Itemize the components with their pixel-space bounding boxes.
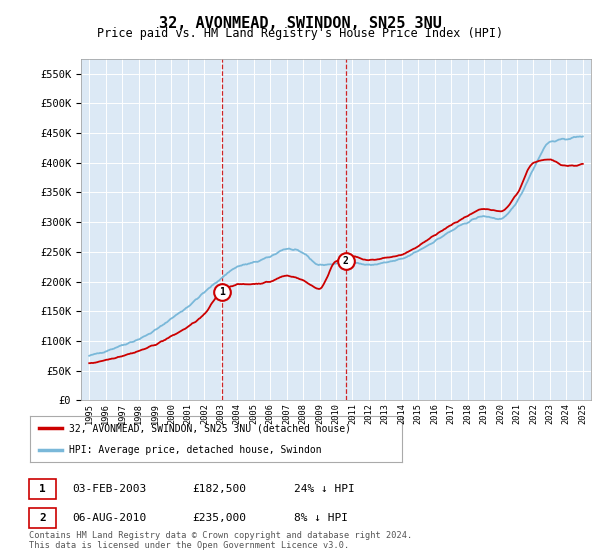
Text: 1999: 1999 — [151, 403, 160, 424]
Text: 2001: 2001 — [184, 403, 193, 424]
Text: 8% ↓ HPI: 8% ↓ HPI — [294, 513, 348, 523]
Text: 2007: 2007 — [282, 403, 291, 424]
Text: 2008: 2008 — [299, 403, 308, 424]
Text: 2002: 2002 — [200, 403, 209, 424]
Text: 24% ↓ HPI: 24% ↓ HPI — [294, 484, 355, 494]
Text: 1: 1 — [220, 287, 225, 297]
Text: 03-FEB-2003: 03-FEB-2003 — [72, 484, 146, 494]
Text: 2021: 2021 — [512, 403, 521, 424]
Text: 2: 2 — [343, 256, 349, 266]
Text: 2022: 2022 — [529, 403, 538, 424]
Text: 2023: 2023 — [545, 403, 554, 424]
Text: Price paid vs. HM Land Registry's House Price Index (HPI): Price paid vs. HM Land Registry's House … — [97, 27, 503, 40]
Text: 2019: 2019 — [479, 403, 488, 424]
Text: Contains HM Land Registry data © Crown copyright and database right 2024.
This d: Contains HM Land Registry data © Crown c… — [29, 530, 412, 550]
Text: 32, AVONMEAD, SWINDON, SN25 3NU: 32, AVONMEAD, SWINDON, SN25 3NU — [158, 16, 442, 31]
Text: 2013: 2013 — [381, 403, 390, 424]
Text: 2: 2 — [39, 513, 46, 523]
Text: 2012: 2012 — [364, 403, 373, 424]
Text: 2020: 2020 — [496, 403, 505, 424]
Text: 2011: 2011 — [348, 403, 357, 424]
Text: 2025: 2025 — [578, 403, 587, 424]
Text: HPI: Average price, detached house, Swindon: HPI: Average price, detached house, Swin… — [69, 445, 322, 455]
Text: 2003: 2003 — [217, 403, 226, 424]
Text: 2004: 2004 — [233, 403, 242, 424]
Text: 1: 1 — [39, 484, 46, 494]
Text: 2000: 2000 — [167, 403, 176, 424]
Text: 2015: 2015 — [414, 403, 423, 424]
Text: 2017: 2017 — [446, 403, 455, 424]
Text: 1995: 1995 — [85, 403, 94, 424]
Text: £182,500: £182,500 — [192, 484, 246, 494]
Text: 2005: 2005 — [249, 403, 258, 424]
Text: 2009: 2009 — [315, 403, 324, 424]
Text: £235,000: £235,000 — [192, 513, 246, 523]
Text: 2024: 2024 — [562, 403, 571, 424]
Text: 2014: 2014 — [397, 403, 406, 424]
Text: 1997: 1997 — [118, 403, 127, 424]
Text: 2016: 2016 — [430, 403, 439, 424]
Text: 06-AUG-2010: 06-AUG-2010 — [72, 513, 146, 523]
Text: 32, AVONMEAD, SWINDON, SN25 3NU (detached house): 32, AVONMEAD, SWINDON, SN25 3NU (detache… — [69, 423, 351, 433]
Text: 2006: 2006 — [266, 403, 275, 424]
Text: 1996: 1996 — [101, 403, 110, 424]
Text: 2018: 2018 — [463, 403, 472, 424]
Text: 1998: 1998 — [134, 403, 143, 424]
Text: 2010: 2010 — [332, 403, 341, 424]
